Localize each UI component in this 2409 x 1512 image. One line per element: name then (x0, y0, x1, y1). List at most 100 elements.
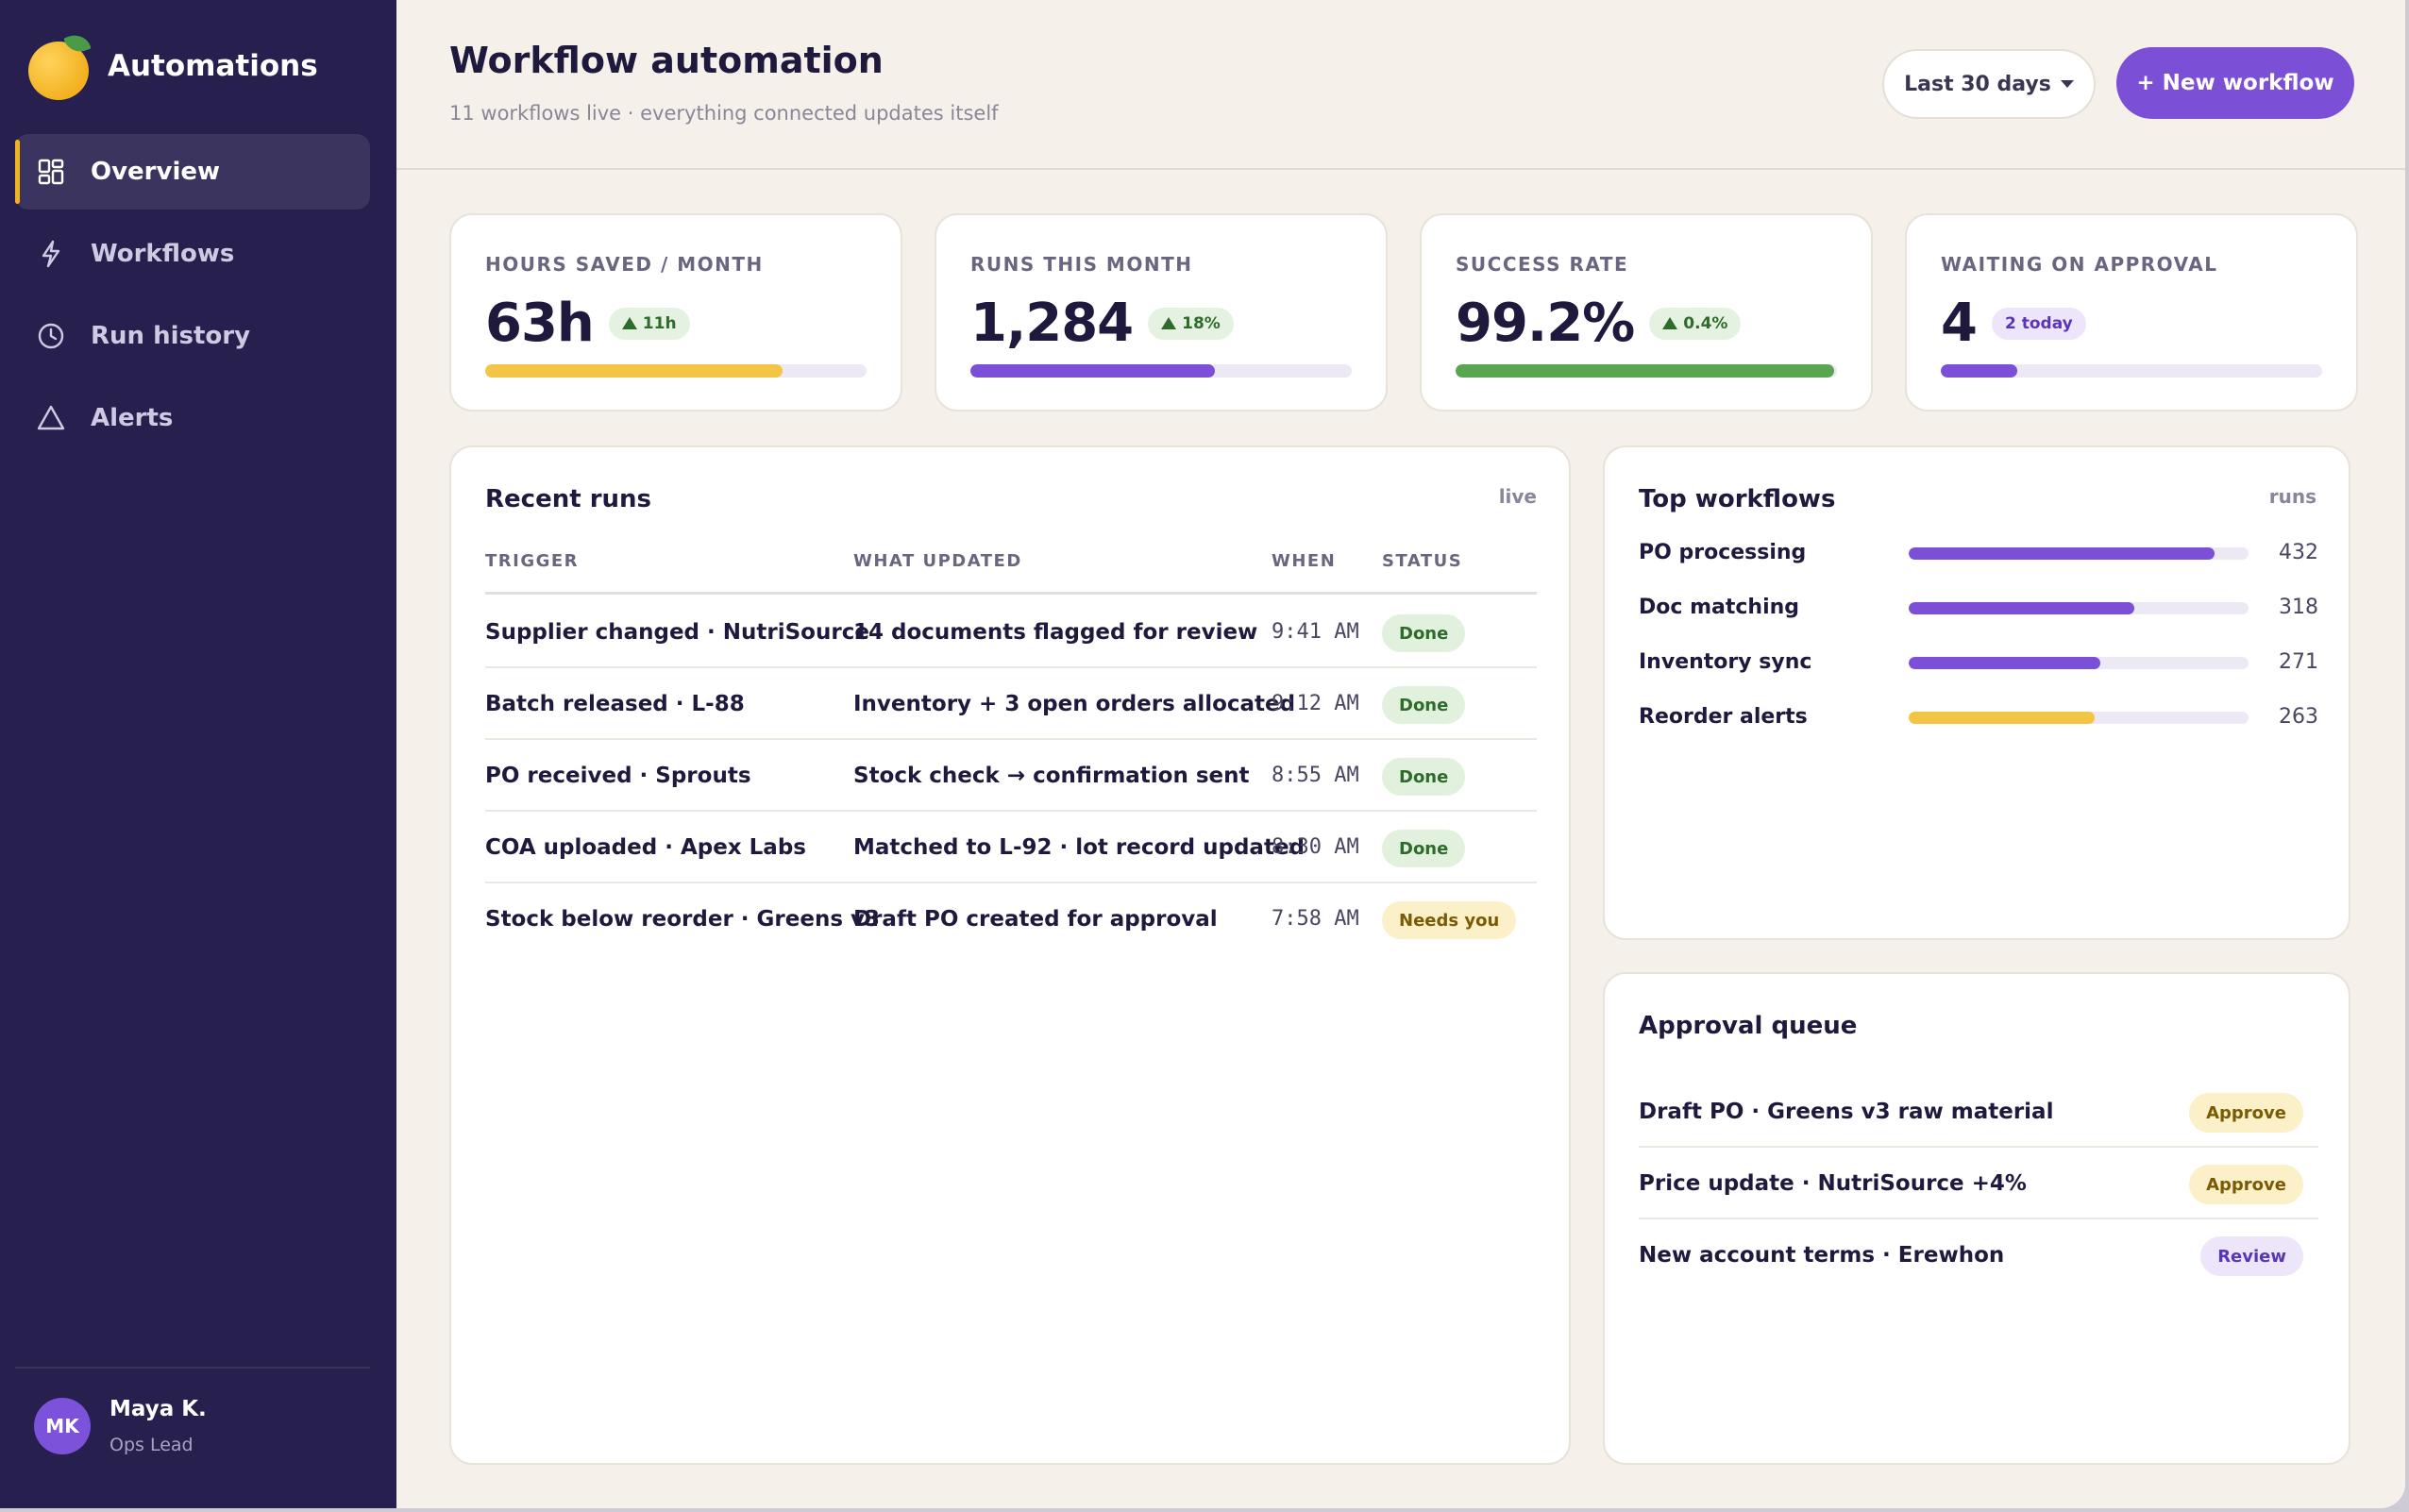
kpi-progress-fill (970, 364, 1215, 378)
workflow-row[interactable]: Reorder alerts 263 (1639, 698, 2318, 736)
approve-button[interactable]: Approve (2189, 1093, 2303, 1133)
orange-logo-icon (28, 30, 92, 100)
sidebar-item-alerts[interactable]: Alerts (15, 380, 370, 456)
kpi-delta-text: 0.4% (1683, 313, 1728, 333)
column-header-status: STATUS (1382, 551, 1463, 571)
workflow-name: PO processing (1639, 541, 1807, 564)
run-time: 9:12 AM (1272, 692, 1359, 715)
kpi-delta-badge: 0.4% (1649, 307, 1742, 340)
kpi-delta-text: 11h (642, 313, 677, 333)
workflow-run-count: 318 (2279, 596, 2318, 619)
workflow-name: Inventory sync (1639, 650, 1812, 674)
workflow-bar-track (1909, 712, 2249, 724)
grid-icon (36, 157, 66, 187)
approve-button[interactable]: Approve (2189, 1165, 2303, 1204)
workflow-row[interactable]: Inventory sync 271 (1639, 644, 2318, 681)
run-time: 8:30 AM (1272, 835, 1359, 859)
table-body: Supplier changed · NutriSource 14 documen… (485, 596, 1537, 955)
kpi-delta-badge: 11h (608, 307, 690, 340)
workflow-row[interactable]: PO processing 432 (1639, 534, 2318, 572)
sidebar-item-run-history[interactable]: Run history (15, 298, 370, 374)
date-range-label: Last 30 days (1904, 72, 2051, 96)
table-row[interactable]: Supplier changed · NutriSource 14 documen… (485, 596, 1537, 668)
kpi-value: 63h (485, 293, 595, 354)
kpi-progress-bar (1456, 364, 1837, 378)
workflow-bar-track (1909, 657, 2249, 669)
workflow-row[interactable]: Doc matching 318 (1639, 589, 2318, 627)
page-title: Workflow automation (449, 40, 884, 81)
run-updated: Inventory + 3 open orders allocated (853, 692, 1296, 716)
list-item: New account terms · Erewhon Review (1639, 1219, 2318, 1291)
table-header: TRIGGER WHAT UPDATED WHEN STATUS (485, 551, 1537, 595)
run-trigger: Supplier changed · NutriSource (485, 620, 869, 645)
trend-up-icon (1662, 317, 1678, 329)
run-updated: Stock check → confirmation sent (853, 764, 1250, 788)
sidebar: Automations Overview Workflows Run history… (0, 0, 396, 1508)
table-row[interactable]: Batch released · L-88 Inventory + 3 open … (485, 668, 1537, 740)
kpi-label: HOURS SAVED / MONTH (485, 253, 764, 276)
recent-runs-card: Recent runs live TRIGGER WHAT UPDATED WH… (449, 445, 1571, 1465)
kpi-value: 4 (1941, 293, 1978, 354)
user-name: Maya K. (110, 1397, 207, 1421)
table-row[interactable]: COA uploaded · Apex Labs Matched to L-92 … (485, 812, 1537, 883)
new-workflow-button[interactable]: + New workflow (2116, 47, 2354, 119)
kpi-progress-bar (485, 364, 867, 378)
sidebar-item-label: Alerts (91, 404, 174, 432)
brand-name: Automations (108, 49, 318, 83)
kpi-delta-text: 2 today (2004, 313, 2073, 333)
workflow-bar (1909, 712, 2096, 724)
status-badge: Done (1382, 758, 1466, 796)
kpi-label: SUCCESS RATE (1456, 253, 1629, 276)
status-badge[interactable]: Needs you (1382, 901, 1517, 939)
kpi-value: 99.2% (1456, 293, 1635, 354)
user-role: Ops Lead (110, 1435, 194, 1455)
approval-list: Draft PO · Greens v3 raw material Approve… (1639, 1076, 2318, 1291)
run-trigger: Stock below reorder · Greens v3 (485, 907, 881, 932)
date-range-dropdown[interactable]: Last 30 days (1882, 49, 2096, 119)
kpi-progress-bar (970, 364, 1352, 378)
trend-up-icon (621, 317, 637, 329)
sidebar-nav: Overview Workflows Run history Alerts (15, 134, 370, 462)
workflow-run-count: 432 (2279, 541, 2318, 564)
trend-up-icon (1161, 317, 1177, 329)
kpi-card: RUNS THIS MONTH 1,284 18% (935, 213, 1388, 412)
workflow-bar (1909, 547, 2215, 560)
sidebar-item-overview[interactable]: Overview (15, 134, 370, 210)
workflow-name: Doc matching (1639, 596, 1800, 619)
approval-item-text: Price update · NutriSource +4% (1639, 1171, 2027, 1196)
workflow-name: Reorder alerts (1639, 705, 1808, 729)
runs-tag: runs (2268, 485, 2316, 508)
page-header: Workflow automation 11 workflows live · … (396, 0, 2405, 170)
kpi-delta-text: 18% (1182, 313, 1221, 333)
column-header-when: WHEN (1272, 551, 1337, 571)
avatar: MK (34, 1398, 91, 1454)
run-time: 7:58 AM (1272, 907, 1359, 931)
sidebar-item-workflows[interactable]: Workflows (15, 216, 370, 292)
run-trigger: Batch released · L-88 (485, 692, 745, 716)
workflow-bar (1909, 657, 2101, 669)
card-title: Approval queue (1639, 1012, 1858, 1040)
card-title: Recent runs (485, 485, 652, 513)
sidebar-item-label: Overview (91, 158, 221, 186)
user-profile[interactable]: MK Maya K. Ops Lead (34, 1397, 207, 1455)
run-updated: 14 documents flagged for review (853, 620, 1258, 645)
kpi-card: HOURS SAVED / MONTH 63h 11h (449, 213, 902, 412)
status-badge: Done (1382, 686, 1466, 724)
column-header-trigger: TRIGGER (485, 551, 580, 571)
status-badge: Done (1382, 614, 1466, 652)
review-button[interactable]: Review (2200, 1236, 2303, 1276)
workflow-bar-track (1909, 602, 2249, 614)
approval-item-text: New account terms · Erewhon (1639, 1243, 2005, 1268)
table-row[interactable]: PO received · Sprouts Stock check → confi… (485, 740, 1537, 812)
table-row[interactable]: Stock below reorder · Greens v3 Draft PO … (485, 883, 1537, 955)
run-trigger: COA uploaded · Apex Labs (485, 835, 806, 860)
column-header-updated: WHAT UPDATED (853, 551, 1022, 571)
brand: Automations (28, 28, 318, 104)
workflow-bar-track (1909, 547, 2249, 560)
kpi-progress-fill (1941, 364, 2017, 378)
workflow-run-count: 263 (2279, 705, 2318, 729)
kpi-progress-bar (1941, 364, 2322, 378)
kpi-label: WAITING ON APPROVAL (1941, 253, 2218, 276)
list-item: Draft PO · Greens v3 raw material Approve (1639, 1076, 2318, 1148)
